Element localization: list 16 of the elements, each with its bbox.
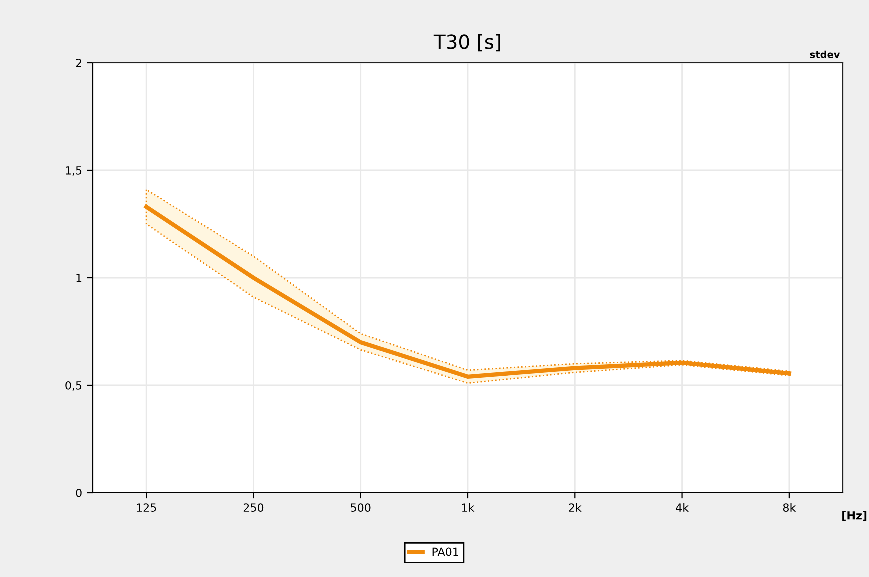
x-tick-label: 4k <box>676 503 690 512</box>
text: stdev <box>810 50 840 58</box>
x-tick-label: 8k <box>783 503 796 512</box>
y-tick-label: 0 <box>76 488 82 498</box>
x-axis-title: [Hz] <box>842 511 867 522</box>
y-tick-label: 1 <box>76 274 82 282</box>
y-tick-label: 2 <box>76 58 82 68</box>
y-tick-label: 0,5 <box>66 381 82 392</box>
x-tick-label: 250 <box>244 504 264 512</box>
x-tick-label: 125 <box>137 504 156 512</box>
y-tick-label: 1,5 <box>66 166 82 176</box>
chart-title: T30 [s] <box>434 34 500 52</box>
x-tick-label: 1k <box>462 503 475 512</box>
legend-label: PA01 <box>432 548 458 556</box>
x-tick-label: 2k <box>569 503 582 512</box>
x-tick-label: 500 <box>351 504 371 512</box>
